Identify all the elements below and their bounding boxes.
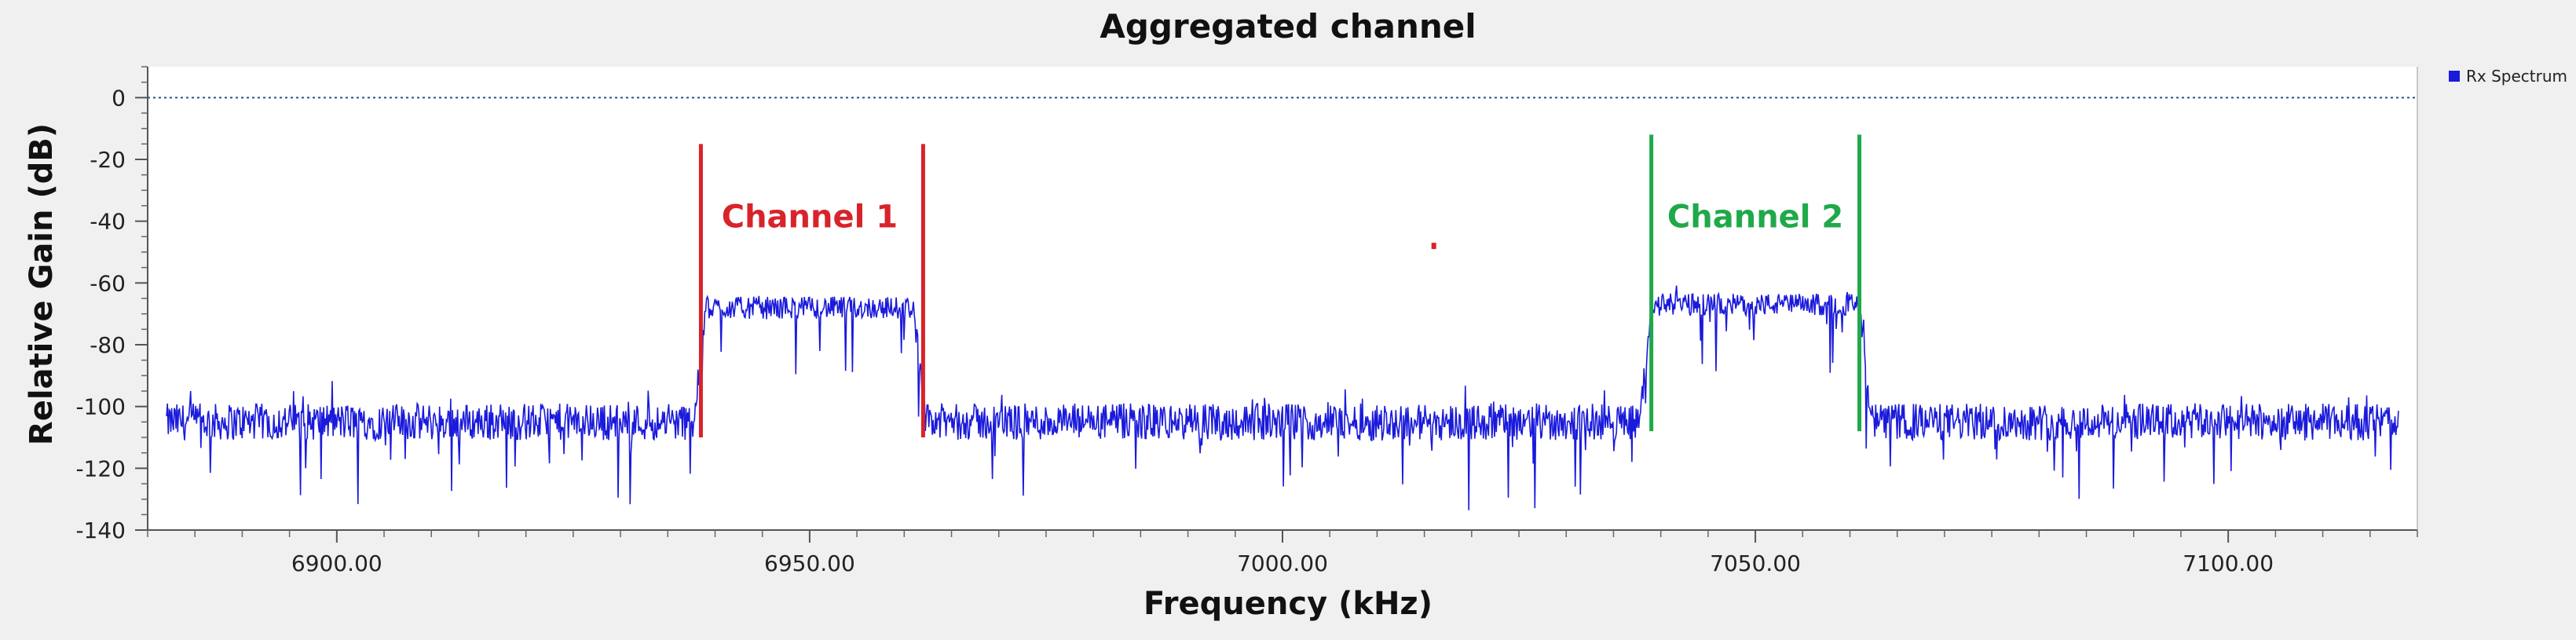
rx-spectrum-trace	[166, 283, 2399, 510]
channel-1-label: Channel 1	[722, 199, 898, 236]
legend-swatch	[2449, 71, 2460, 82]
x-tick-label: 6950.00	[764, 550, 855, 576]
plot-content	[148, 97, 2417, 510]
legend: Rx Spectrum	[2449, 67, 2567, 86]
y-tick-label: -120	[75, 455, 126, 481]
x-tick-label: 7050.00	[1710, 550, 1801, 576]
y-tick-label: -20	[90, 147, 126, 173]
y-axis-title: Relative Gain (dB)	[24, 123, 60, 445]
y-tick-label: -100	[75, 394, 126, 420]
x-tick-label: 7100.00	[2183, 550, 2274, 576]
x-tick-label: 7000.00	[1237, 550, 1328, 576]
y-tick-label: -140	[75, 517, 126, 543]
y-tick-label: -80	[90, 332, 126, 358]
y-tick-label: -60	[90, 270, 126, 296]
chart-title: Aggregated channel	[1100, 7, 1476, 46]
x-tick-label: 6900.00	[291, 550, 382, 576]
legend-label: Rx Spectrum	[2466, 67, 2567, 86]
stray-mark	[1431, 243, 1436, 250]
y-tick-label: 0	[112, 85, 126, 111]
x-axis-title: Frequency (kHz)	[1143, 586, 1433, 622]
channel-2-label: Channel 2	[1667, 199, 1843, 236]
y-tick-label: -40	[90, 209, 126, 235]
axes: Channel 1 Channel 2 0 -20 -40 -60 -80 -100 -120 -…	[75, 66, 2418, 576]
